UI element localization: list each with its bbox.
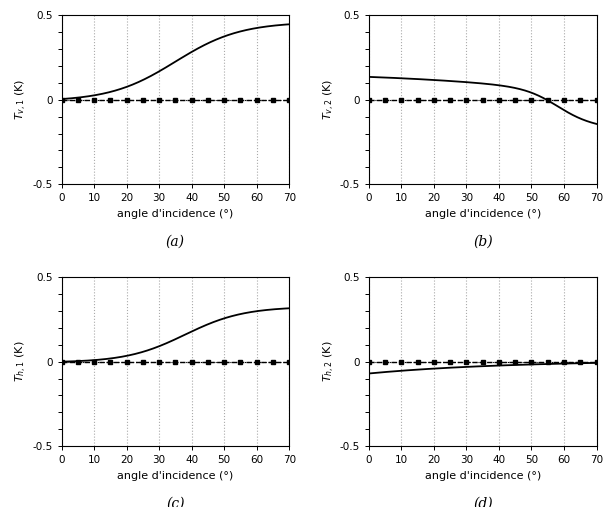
Text: (d): (d) <box>473 497 493 507</box>
X-axis label: angle d'incidence (°): angle d'incidence (°) <box>117 209 234 219</box>
Text: (a): (a) <box>166 235 185 249</box>
Y-axis label: $T_{v,1}$ (K): $T_{v,1}$ (K) <box>14 79 30 120</box>
X-axis label: angle d'incidence (°): angle d'incidence (°) <box>424 470 541 481</box>
Y-axis label: $T_{v,2}$ (K): $T_{v,2}$ (K) <box>322 79 337 120</box>
Y-axis label: $T_{h,2}$ (K): $T_{h,2}$ (K) <box>322 341 337 382</box>
X-axis label: angle d'incidence (°): angle d'incidence (°) <box>117 470 234 481</box>
Text: (b): (b) <box>473 235 493 249</box>
X-axis label: angle d'incidence (°): angle d'incidence (°) <box>424 209 541 219</box>
Y-axis label: $T_{h,1}$ (K): $T_{h,1}$ (K) <box>14 341 30 382</box>
Text: (c): (c) <box>166 497 184 507</box>
